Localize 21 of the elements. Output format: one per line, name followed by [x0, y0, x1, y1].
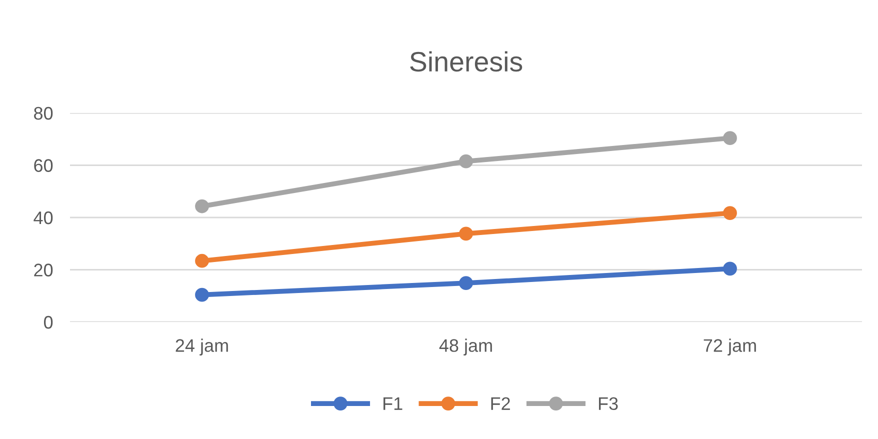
point [723, 131, 737, 146]
point [459, 276, 473, 290]
legend-label: F2 [491, 397, 510, 410]
y-tick-label: 60 [34, 159, 53, 172]
x-tick-label: 48 jam [439, 338, 492, 356]
y-tick-label: 20 [34, 264, 53, 276]
x-tick-label: 72 jam [704, 338, 756, 356]
y-tick-label: 40 [34, 211, 53, 224]
point [195, 199, 209, 214]
point [723, 262, 737, 276]
point [459, 154, 473, 168]
point [195, 288, 209, 302]
x-tick-label: 24 jam [176, 338, 228, 356]
point [723, 206, 737, 220]
chart-title: Sineresis [410, 51, 522, 72]
legend-label: F1 [384, 397, 402, 410]
point [459, 226, 473, 241]
y-tick-label: 0 [44, 316, 53, 329]
y-tick-label: 80 [34, 106, 53, 120]
legend-label: F3 [598, 397, 618, 410]
point [195, 254, 209, 268]
